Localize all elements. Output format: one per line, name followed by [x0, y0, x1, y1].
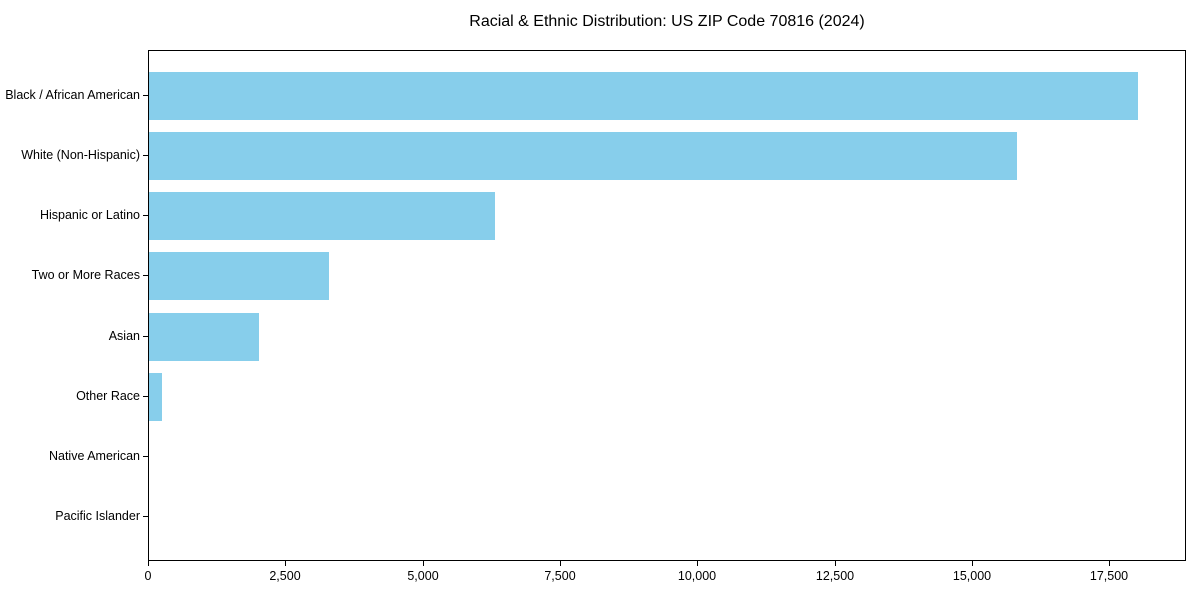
y-tick-mark: [143, 95, 148, 96]
y-tick-label: Pacific Islander: [55, 509, 140, 523]
y-tick-label: Two or More Races: [31, 268, 140, 282]
bar-4: [149, 312, 259, 361]
y-tick-mark: [143, 275, 148, 276]
x-tick-label: 5,000: [407, 569, 439, 583]
bar-0: [149, 72, 1138, 121]
y-tick-label: White (Non-Hispanic): [21, 148, 140, 162]
plot-area: [148, 50, 1186, 561]
x-tick-label: 7,500: [544, 569, 576, 583]
chart-title: Racial & Ethnic Distribution: US ZIP Cod…: [469, 13, 865, 30]
y-tick-mark: [143, 516, 148, 517]
bar-3: [149, 252, 330, 301]
x-tick-label: 10,000: [677, 569, 717, 583]
x-tick-label: 15,000: [952, 569, 992, 583]
y-tick-label: Asian: [108, 329, 140, 343]
y-tick-label: Black / African American: [5, 88, 140, 102]
x-tick-mark: [148, 561, 149, 566]
y-tick-label: Native American: [48, 449, 140, 463]
y-tick-mark: [143, 456, 148, 457]
y-tick-mark: [143, 215, 148, 216]
bar-1: [149, 132, 1017, 181]
x-tick-label: 0: [144, 569, 152, 583]
x-tick-mark: [285, 561, 286, 566]
x-tick-label: 17,500: [1089, 569, 1129, 583]
x-tick-label: 12,500: [815, 569, 855, 583]
y-tick-label: Hispanic or Latino: [39, 208, 140, 222]
bar-2: [149, 192, 495, 241]
x-tick-mark: [1109, 561, 1110, 566]
x-tick-mark: [423, 561, 424, 566]
x-tick-label: 2,500: [269, 569, 301, 583]
x-tick-mark: [835, 561, 836, 566]
y-tick-mark: [143, 396, 148, 397]
y-tick-mark: [143, 336, 148, 337]
bar-5: [149, 372, 162, 421]
x-tick-mark: [697, 561, 698, 566]
y-tick-label: Other Race: [76, 389, 140, 403]
x-tick-mark: [560, 561, 561, 566]
x-tick-mark: [972, 561, 973, 566]
y-tick-mark: [143, 155, 148, 156]
